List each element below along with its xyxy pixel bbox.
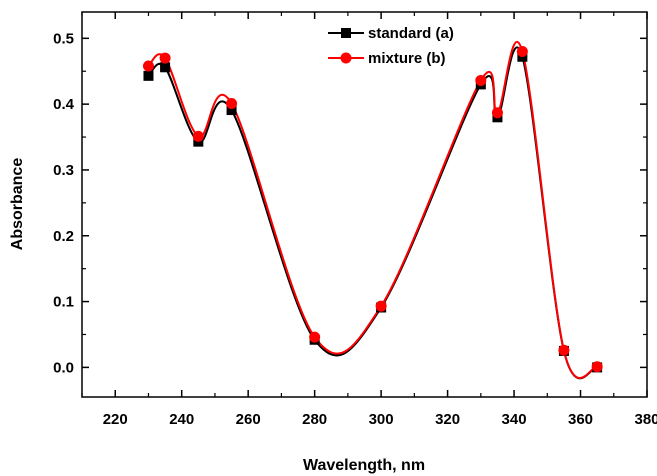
x-tick-label: 220 bbox=[103, 411, 128, 428]
x-axis-ticks: 220 240 260 280 300 320 340 360 380 bbox=[81, 12, 657, 428]
y-tick-label: 0.4 bbox=[53, 96, 75, 113]
legend-marker-mixture-b bbox=[340, 52, 352, 64]
y-tick-label: 0.2 bbox=[53, 228, 74, 245]
data-point-mixture-b bbox=[142, 60, 154, 72]
x-tick-label: 360 bbox=[568, 411, 593, 428]
x-tick-label: 260 bbox=[236, 411, 261, 428]
x-tick-label: 380 bbox=[634, 411, 657, 428]
plot-frame bbox=[81, 11, 648, 398]
data-point-mixture-b bbox=[475, 74, 487, 86]
data-point-mixture-b bbox=[159, 52, 171, 64]
data-point-mixture-b bbox=[309, 331, 321, 343]
series-line-mixture-b bbox=[147, 41, 598, 379]
x-tick-label: 300 bbox=[369, 411, 394, 428]
data-point-mixture-b bbox=[516, 45, 528, 57]
legend-label-standard-a: standard (a) bbox=[368, 25, 454, 42]
data-point-mixture-b bbox=[591, 361, 603, 373]
x-tick-label: 280 bbox=[302, 411, 327, 428]
data-point-mixture-b bbox=[226, 97, 238, 109]
data-point-standard-a bbox=[160, 62, 171, 73]
x-tick-label: 340 bbox=[502, 411, 527, 428]
y-tick-label: 0.0 bbox=[53, 359, 74, 376]
x-tick-label: 320 bbox=[435, 411, 460, 428]
data-point-mixture-b bbox=[375, 300, 387, 312]
x-axis-title: Wavelength, nm bbox=[303, 457, 425, 474]
data-point-standard-a bbox=[143, 70, 154, 81]
legend-label-mixture-b: mixture (b) bbox=[368, 50, 446, 67]
y-tick-label: 0.1 bbox=[53, 294, 74, 311]
data-point-mixture-b bbox=[558, 344, 570, 356]
legend-marker-standard-a bbox=[341, 28, 351, 38]
y-axis-ticks: 0.0 0.1 0.2 0.3 0.4 0.5 bbox=[53, 30, 647, 376]
y-tick-label: 0.5 bbox=[53, 30, 74, 47]
series-curves bbox=[147, 41, 598, 380]
data-point-mixture-b bbox=[192, 130, 204, 142]
x-tick-label: 240 bbox=[169, 411, 194, 428]
series-markers bbox=[142, 45, 603, 373]
y-axis-title: Absorbance bbox=[9, 158, 26, 251]
y-tick-label: 0.3 bbox=[53, 162, 74, 179]
data-point-mixture-b bbox=[491, 107, 503, 119]
data-point-standard-a bbox=[226, 105, 237, 116]
legend: standard (a) mixture (b) bbox=[328, 25, 454, 67]
